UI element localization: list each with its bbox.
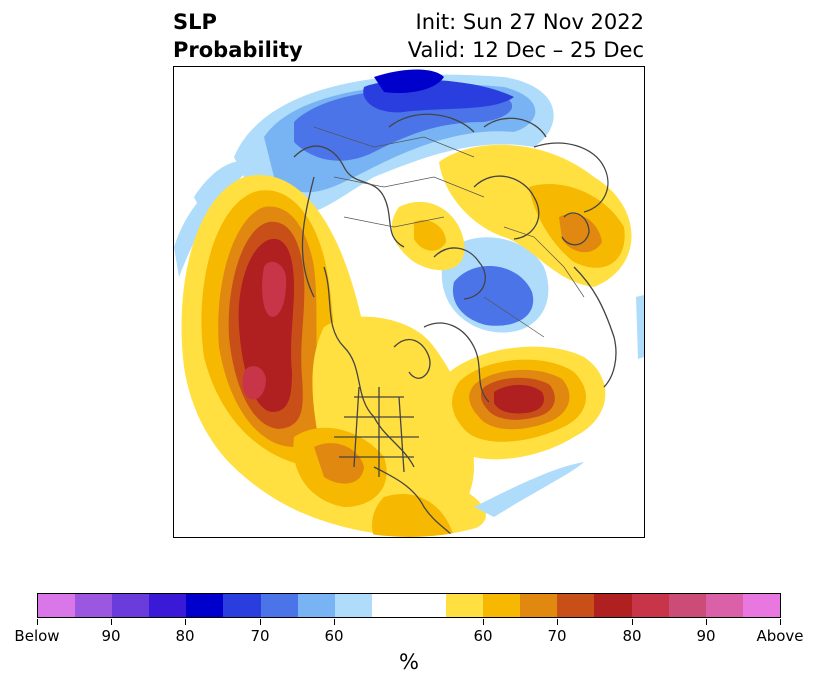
- colorbar-tick: [780, 619, 781, 625]
- colorbar-tick-label: Below: [14, 627, 60, 645]
- colorbar-tick: [632, 619, 633, 625]
- colorbar-segment: [334, 594, 372, 617]
- colorbar-tick-label: 90: [696, 627, 716, 645]
- colorbar-units: %: [399, 650, 419, 674]
- colorbar-tick: [334, 619, 335, 625]
- colorbar-tick: [111, 619, 112, 625]
- below-normal-arctic: [174, 69, 554, 277]
- colorbar-tick-label: 80: [622, 627, 642, 645]
- colorbar-tick-label: 60: [473, 627, 493, 645]
- colorbar-segment: [75, 594, 113, 617]
- colorbar-tick: [185, 619, 186, 625]
- map-panel: [173, 66, 645, 538]
- colorbar-segment: [483, 594, 521, 617]
- above-normal-atlantic: [435, 346, 606, 460]
- colorbar-segment: [446, 594, 484, 617]
- colorbar-tick: [37, 619, 38, 625]
- below-normal-greenland: [441, 237, 549, 333]
- valid-range: Valid: 12 Dec – 25 Dec: [407, 38, 644, 62]
- colorbar-segment: [705, 594, 743, 617]
- colorbar-tick: [260, 619, 261, 625]
- title-metric: Probability: [173, 38, 303, 62]
- title-right: Init: Sun 27 Nov 2022 Valid: 12 Dec – 25…: [408, 8, 644, 64]
- title-variable: SLP: [173, 10, 217, 34]
- colorbar-tick: [706, 619, 707, 625]
- colorbar-tick: [557, 619, 558, 625]
- coastlines: [293, 113, 617, 537]
- colorbar-segment: [38, 594, 76, 617]
- colorbar-tick-label: 60: [324, 627, 344, 645]
- colorbar-segment: [371, 594, 447, 617]
- below-normal-streak: [474, 462, 584, 517]
- above-normal-america: [293, 316, 474, 537]
- colorbar-segment: [668, 594, 706, 617]
- colorbar-segment: [631, 594, 669, 617]
- colorbar-segment: [223, 594, 261, 617]
- colorbar-tick: [483, 619, 484, 625]
- colorbar-segment: [260, 594, 298, 617]
- init-date: Init: Sun 27 Nov 2022: [415, 10, 644, 34]
- colorbar-segment: [557, 594, 595, 617]
- below-normal-edge: [636, 295, 644, 359]
- colorbar-segment: [594, 594, 632, 617]
- colorbar-tick-label: 70: [250, 627, 270, 645]
- colorbar-segment: [520, 594, 558, 617]
- colorbar-segment: [297, 594, 335, 617]
- colorbar-tick-label: 80: [175, 627, 195, 645]
- colorbar: [37, 593, 781, 618]
- colorbar-tick-label: Above: [756, 627, 804, 645]
- colorbar-tick-label: 90: [101, 627, 121, 645]
- colorbar-segment: [149, 594, 187, 617]
- colorbar-tick-label: 70: [547, 627, 567, 645]
- probability-map: [174, 67, 644, 537]
- above-normal-north: [391, 144, 632, 287]
- title-left: SLP Probability: [173, 8, 303, 64]
- colorbar-segment: [742, 594, 780, 617]
- colorbar-segment: [112, 594, 150, 617]
- colorbar-segment: [186, 594, 224, 617]
- borders: [313, 126, 585, 338]
